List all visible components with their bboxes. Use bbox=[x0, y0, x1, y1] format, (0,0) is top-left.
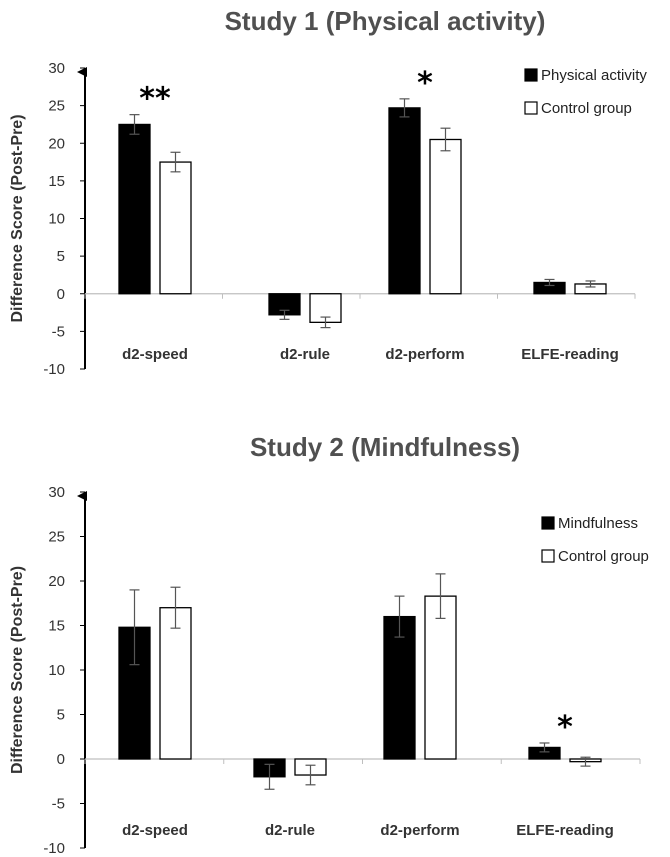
chart-panel-1: Study 1 (Physical activity) Difference Sc… bbox=[9, 6, 647, 378]
legend-swatch bbox=[541, 549, 555, 563]
category-label: d2-rule bbox=[265, 822, 315, 839]
y-tick-label: -10 bbox=[43, 840, 65, 857]
bar-d2-speed-treatment bbox=[118, 123, 151, 295]
y-tick-label: 20 bbox=[48, 135, 65, 152]
significance-marker: * bbox=[417, 66, 433, 101]
category-label: ELFE-reading bbox=[516, 822, 614, 839]
bar-d2-perform-control bbox=[424, 595, 457, 760]
y-tick-label: 5 bbox=[57, 248, 65, 265]
y-tick-label: 0 bbox=[57, 751, 65, 768]
y-tick-label: 30 bbox=[48, 60, 65, 77]
y-tick-label: -5 bbox=[52, 796, 65, 813]
category-label: d2-rule bbox=[280, 346, 330, 363]
y-tick-label: 10 bbox=[48, 662, 65, 679]
bar-d2-speed-control bbox=[159, 607, 192, 760]
y-axis-label: Difference Score (Post-Pre) bbox=[9, 566, 26, 774]
category-label: d2-perform bbox=[385, 346, 464, 363]
y-tick-label: 30 bbox=[48, 484, 65, 501]
chart-title: Study 2 (Mindfulness) bbox=[250, 432, 520, 462]
y-tick-label: 5 bbox=[57, 707, 65, 724]
significance-marker: * bbox=[557, 710, 573, 745]
legend-swatch bbox=[524, 101, 538, 115]
category-label: ELFE-reading bbox=[521, 346, 619, 363]
y-tick-label: 15 bbox=[48, 618, 65, 635]
y-tick-label: 15 bbox=[48, 173, 65, 190]
bar-d2-perform-treatment bbox=[388, 107, 421, 295]
y-tick-label: 25 bbox=[48, 98, 65, 115]
legend-swatch bbox=[524, 68, 538, 82]
category-label: d2-speed bbox=[122, 822, 188, 839]
y-tick-label: 20 bbox=[48, 573, 65, 590]
legend-label: Mindfulness bbox=[558, 515, 638, 532]
legend-label: Control group bbox=[558, 548, 649, 565]
bar-d2-perform-treatment bbox=[383, 615, 416, 760]
significance-marker: ** bbox=[139, 82, 171, 117]
y-tick-label: -5 bbox=[52, 323, 65, 340]
y-tick-label: 10 bbox=[48, 211, 65, 228]
chart-title: Study 1 (Physical activity) bbox=[225, 6, 546, 36]
y-tick-label: 0 bbox=[57, 286, 65, 303]
y-tick-label: 25 bbox=[48, 529, 65, 546]
legend-label: Control group bbox=[541, 100, 632, 117]
category-label: d2-speed bbox=[122, 346, 188, 363]
chart-panel-2: Study 2 (Mindfulness) Difference Score (P… bbox=[9, 432, 649, 857]
category-label: d2-perform bbox=[380, 822, 459, 839]
bar-d2-perform-control bbox=[429, 138, 462, 295]
y-tick-label: -10 bbox=[43, 361, 65, 378]
legend-label: Physical activity bbox=[541, 67, 647, 84]
bar-d2-speed-control bbox=[159, 161, 192, 295]
y-axis-label: Difference Score (Post-Pre) bbox=[9, 114, 26, 322]
legend-swatch bbox=[541, 516, 555, 530]
